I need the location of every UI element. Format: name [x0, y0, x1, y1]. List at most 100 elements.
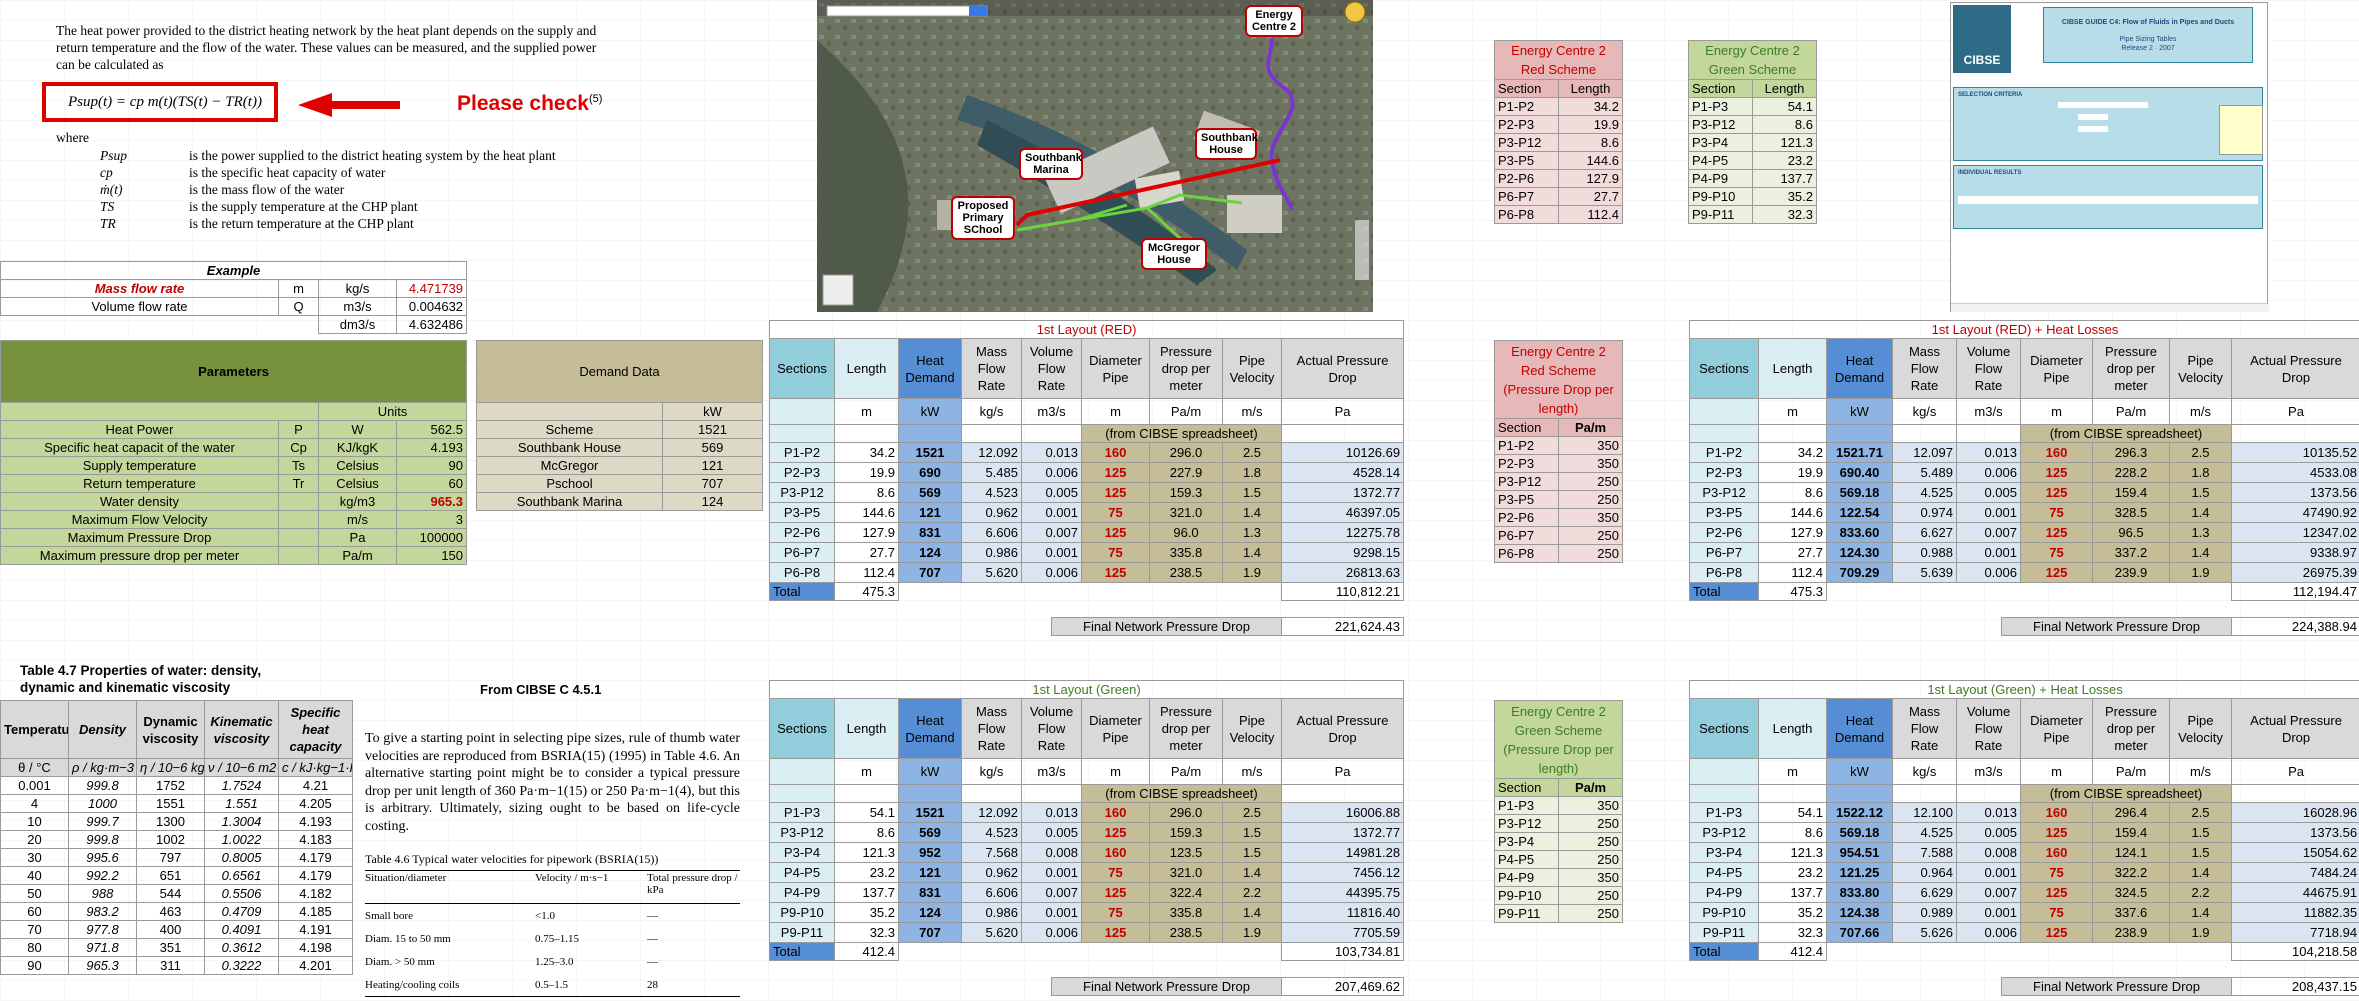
scheme-value[interactable]: 350	[1558, 454, 1623, 473]
layout-cell[interactable]: 296.0	[1149, 442, 1223, 463]
layout-cell[interactable]: 690.40	[1826, 462, 1893, 483]
layout-cell[interactable]: 7.588	[1892, 842, 1957, 863]
layout-cell[interactable]: 2.5	[2169, 802, 2232, 823]
layout-cell[interactable]: 707.66	[1826, 922, 1893, 943]
demand-value[interactable]: 707	[662, 474, 763, 493]
layout-cell[interactable]: 1.4	[2169, 862, 2232, 883]
layout-cell[interactable]: 123.5	[1149, 842, 1223, 863]
layout-cell[interactable]: P3-P12	[769, 822, 835, 843]
layout-cell[interactable]: 159.3	[1149, 482, 1223, 503]
scheme-value[interactable]: 250	[1558, 850, 1623, 869]
scheme-value[interactable]: 350	[1558, 868, 1623, 887]
layout-cell[interactable]: 8.6	[1758, 822, 1827, 843]
layout-cell[interactable]: 125	[2020, 462, 2093, 483]
layout-cell[interactable]: 296.0	[1149, 802, 1223, 823]
layout-cell[interactable]: 54.1	[834, 802, 899, 823]
scheme-value[interactable]: 250	[1558, 472, 1623, 491]
layout-cell[interactable]: 1.5	[1222, 822, 1282, 843]
layout-cell[interactable]: 124.1	[2092, 842, 2170, 863]
layout-cell[interactable]: 6.629	[1892, 882, 1957, 903]
layout-cell[interactable]: 328.5	[2092, 502, 2170, 523]
layout-cell[interactable]: 19.9	[1758, 462, 1827, 483]
layout-cell[interactable]: 159.4	[2092, 482, 2170, 503]
layout-cell[interactable]: 1373.56	[2231, 482, 2359, 503]
layout-cell[interactable]: 124.38	[1826, 902, 1893, 923]
scheme-value[interactable]: 27.7	[1558, 187, 1623, 206]
layout-cell[interactable]: 1.4	[2169, 902, 2232, 923]
layout-cell[interactable]: 0.006	[1956, 562, 2021, 583]
scheme-value[interactable]: 350	[1558, 796, 1623, 815]
layout-cell[interactable]: P4-P9	[1689, 882, 1759, 903]
layout-cell[interactable]: 1.8	[2169, 462, 2232, 483]
layout-cell[interactable]: 15054.62	[2230, 842, 2359, 863]
layout-cell[interactable]: 569	[898, 482, 962, 503]
layout-cell[interactable]: 34.2	[834, 442, 899, 463]
final-value[interactable]: 224,388.94	[2231, 617, 2359, 636]
layout-cell[interactable]: 335.8	[1149, 542, 1223, 563]
layout-cell[interactable]: 1.5	[1222, 842, 1282, 863]
layout-cell[interactable]: 75	[1081, 862, 1150, 883]
layout-cell[interactable]: 1.4	[2169, 502, 2232, 523]
layout-cell[interactable]: 159.3	[1149, 822, 1223, 843]
layout-cell[interactable]: 125	[1081, 482, 1150, 503]
layout-cell[interactable]: 6.627	[1892, 522, 1957, 543]
layout-cell[interactable]: 75	[2020, 902, 2093, 923]
scheme-value[interactable]: 350	[1558, 436, 1623, 455]
layout-cell[interactable]: 0.001	[1021, 862, 1082, 883]
layout-cell[interactable]: 0.013	[1956, 802, 2021, 823]
layout-cell[interactable]: 707	[898, 922, 962, 943]
scheme-value[interactable]: 250	[1558, 832, 1623, 851]
layout-cell[interactable]: 124	[898, 542, 962, 563]
layout-cell[interactable]: 1.4	[1222, 502, 1282, 523]
layout-cell[interactable]: 127.9	[1758, 522, 1827, 543]
layout-cell[interactable]: 0.986	[961, 902, 1022, 923]
layout-cell[interactable]: 0.006	[1021, 462, 1082, 483]
layout-cell[interactable]: 10126.69	[1280, 442, 1405, 463]
layout-cell[interactable]: P9-P10	[1689, 902, 1759, 923]
layout-cell[interactable]: 238.5	[1149, 562, 1223, 583]
final-value[interactable]: 221,624.43	[1281, 617, 1404, 636]
layout-cell[interactable]: 0.007	[1021, 522, 1082, 543]
layout-cell[interactable]: 160	[1081, 442, 1150, 463]
layout-cell[interactable]: 0.008	[1021, 842, 1082, 863]
layout-cell[interactable]: 2.2	[2169, 882, 2232, 903]
scheme-value[interactable]: 127.9	[1558, 169, 1623, 188]
layout-cell[interactable]: P6-P8	[769, 562, 835, 583]
scheme-value[interactable]: 35.2	[1752, 187, 1817, 206]
layout-cell[interactable]: 0.008	[1956, 842, 2021, 863]
layout-cell[interactable]: P3-P4	[769, 842, 835, 863]
layout-cell[interactable]: 1.9	[1222, 922, 1282, 943]
layout-cell[interactable]: 10135.52	[2231, 442, 2359, 463]
layout-cell[interactable]: 321.0	[1149, 502, 1223, 523]
layout-cell[interactable]: 833.80	[1826, 882, 1893, 903]
layout-cell[interactable]: P3-P12	[1689, 482, 1759, 503]
layout-cell[interactable]: 4.523	[961, 482, 1022, 503]
layout-cell[interactable]: 112.4	[1758, 562, 1827, 583]
layout-cell[interactable]: 0.006	[1021, 562, 1082, 583]
layout-cell[interactable]: 1373.56	[2230, 822, 2359, 843]
total-length[interactable]: 475.3	[1758, 582, 1827, 601]
layout-cell[interactable]: 9298.15	[1280, 542, 1405, 563]
layout-cell[interactable]: 124.30	[1826, 542, 1893, 563]
layout-cell[interactable]: 4.525	[1892, 482, 1957, 503]
layout-cell[interactable]: P3-P12	[1689, 822, 1759, 843]
layout-cell[interactable]: 1.3	[1222, 522, 1282, 543]
scheme-value[interactable]: 8.6	[1752, 115, 1817, 134]
layout-cell[interactable]: 4.525	[1892, 822, 1957, 843]
param-value[interactable]: 100000	[395, 528, 468, 547]
layout-cell[interactable]: 125	[2020, 882, 2093, 903]
layout-cell[interactable]: 335.8	[1149, 902, 1223, 923]
layout-cell[interactable]: 121	[898, 502, 962, 523]
layout-cell[interactable]: 4533.08	[2231, 462, 2359, 483]
layout-cell[interactable]: 12347.02	[2231, 522, 2359, 543]
layout-cell[interactable]: 833.60	[1826, 522, 1893, 543]
layout-cell[interactable]: 137.7	[1758, 882, 1827, 903]
layout-cell[interactable]: P1-P3	[769, 802, 835, 823]
layout-cell[interactable]: 12.100	[1892, 802, 1957, 823]
layout-cell[interactable]: 125	[2020, 522, 2093, 543]
layout-cell[interactable]: 7705.59	[1280, 922, 1405, 943]
layout-cell[interactable]: 7456.12	[1280, 862, 1405, 883]
layout-cell[interactable]: 321.0	[1149, 862, 1223, 883]
layout-cell[interactable]: 0.006	[1956, 922, 2021, 943]
layout-cell[interactable]: 75	[1081, 502, 1150, 523]
